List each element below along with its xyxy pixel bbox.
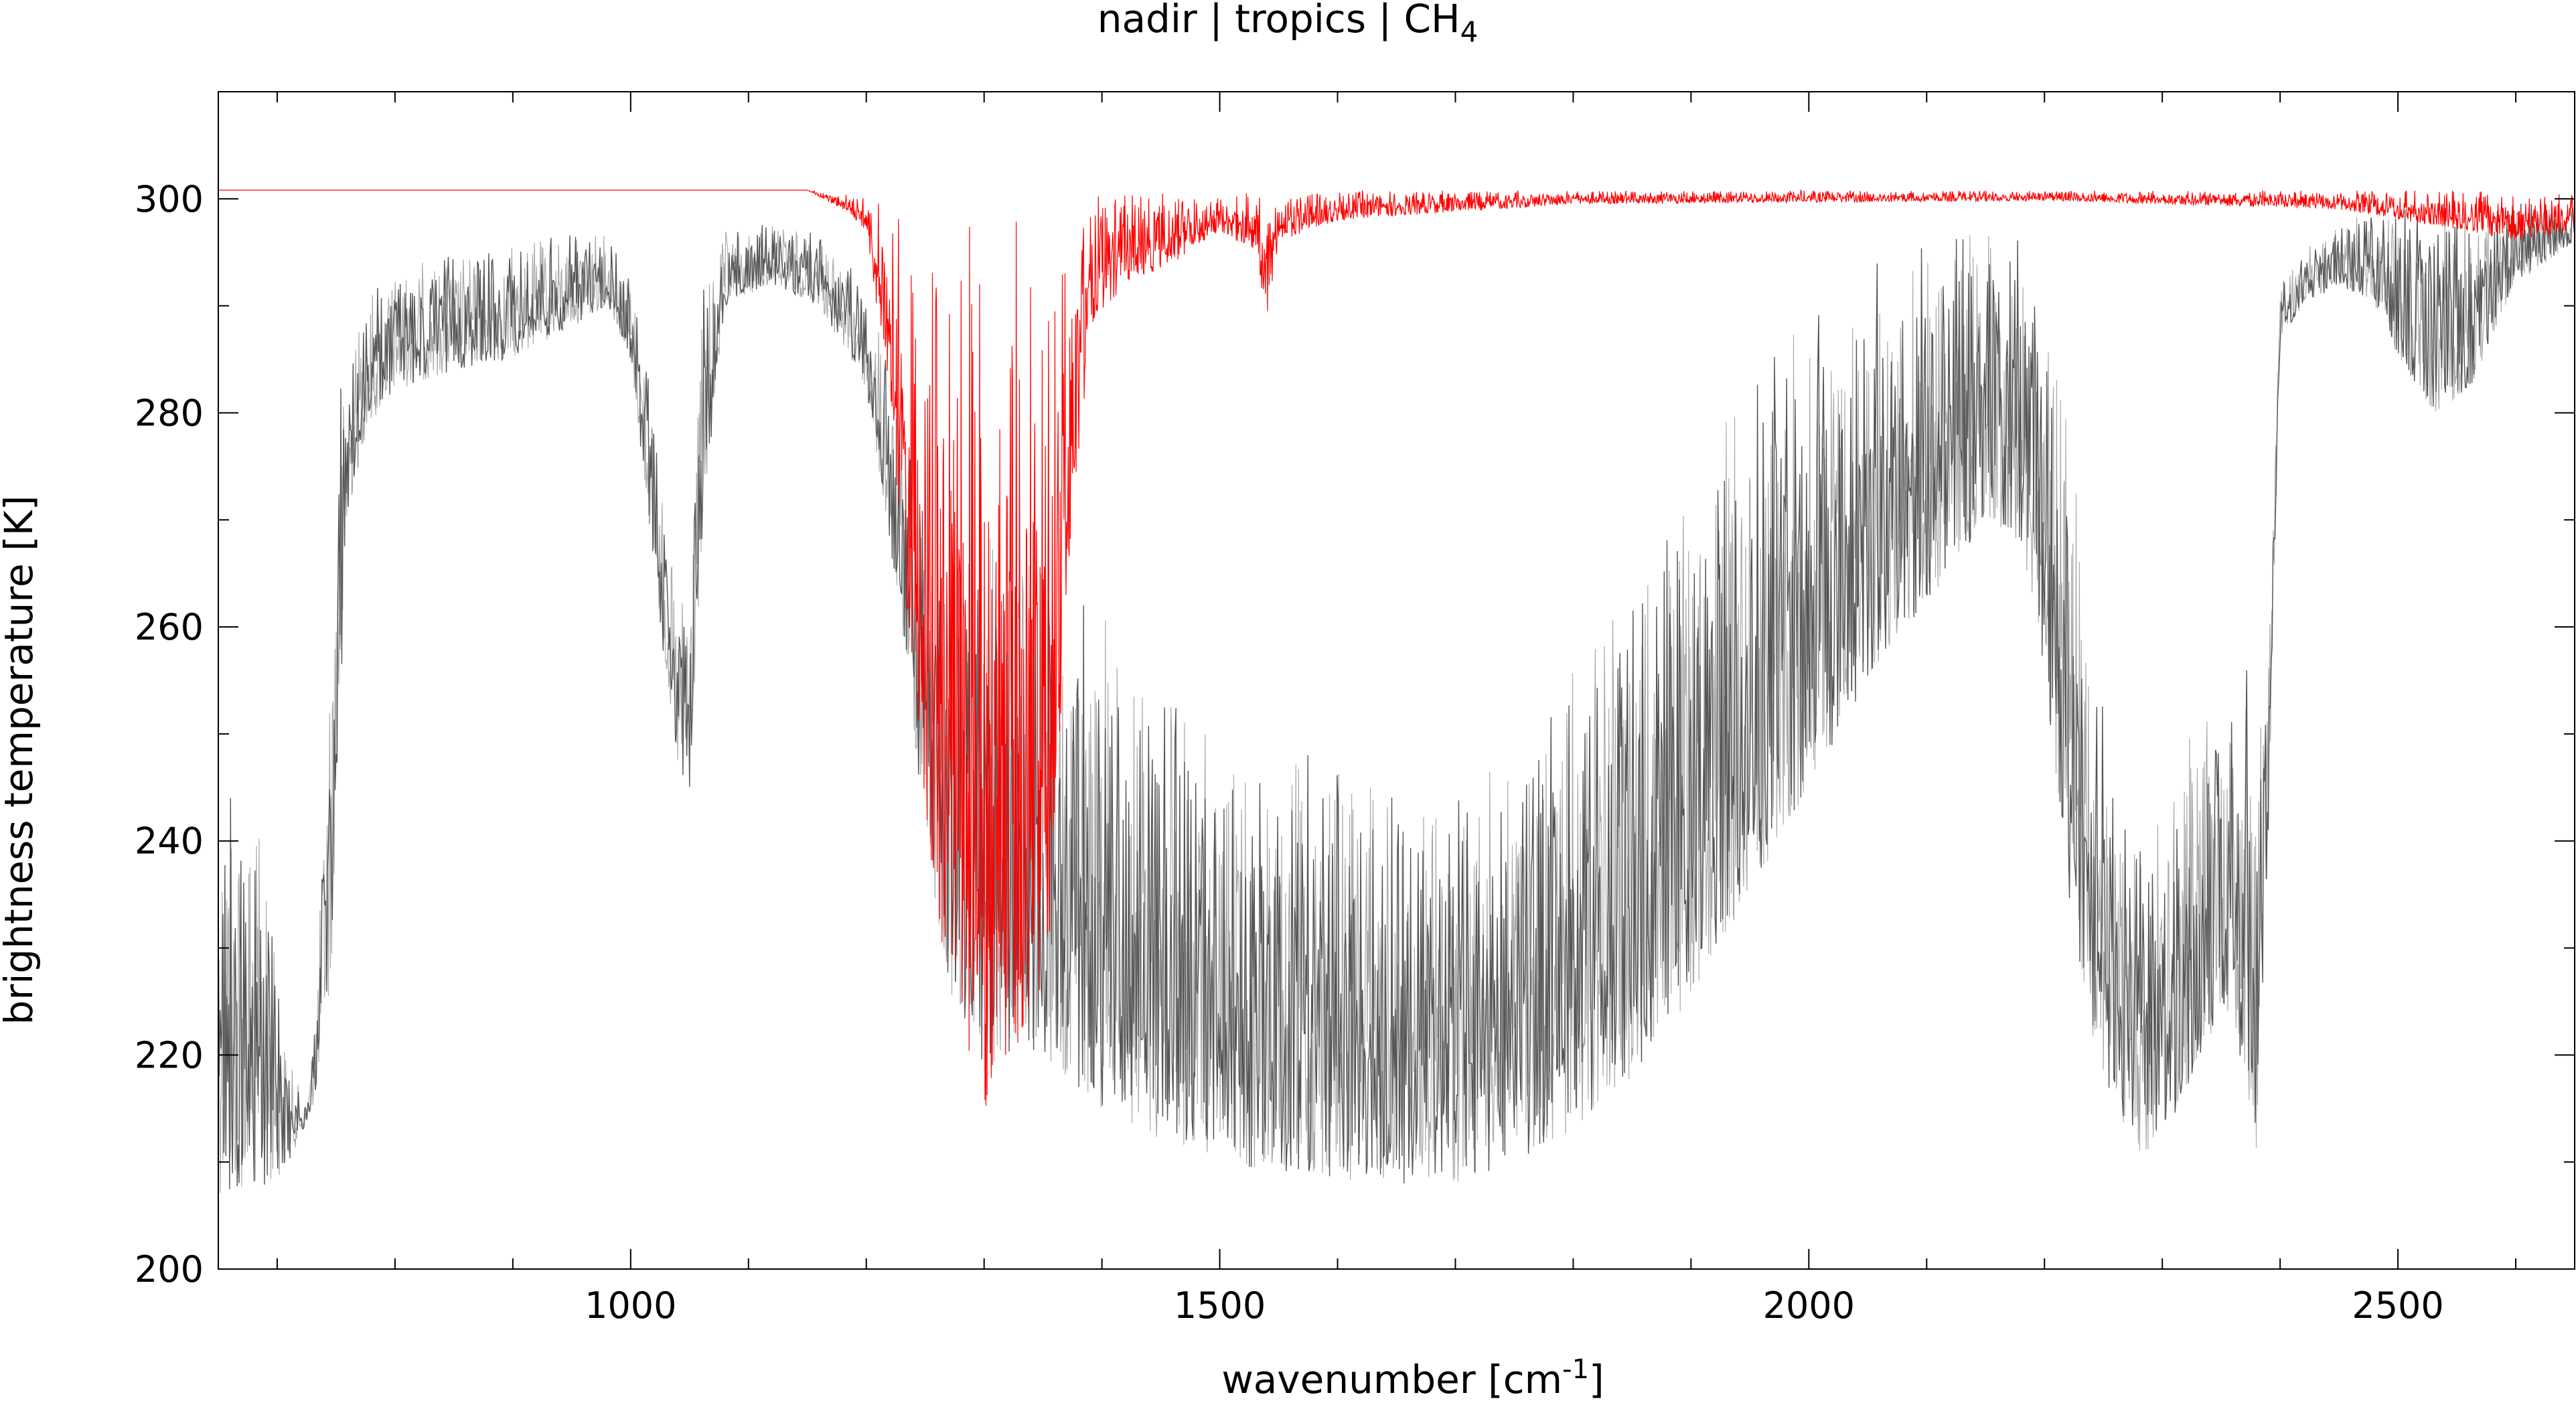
y-axis-title: brightness temperature [K]: [0, 496, 42, 1025]
y-tick-label: 280: [135, 392, 204, 434]
series-line-all-gases-dark: [218, 204, 2575, 1189]
y-tick-label: 240: [135, 820, 204, 863]
y-axis: 200 220 240 260 280 300: [135, 91, 2575, 1290]
chart-title: nadir | tropics | CH4: [1097, 0, 1479, 48]
x-tick-label: 2500: [2352, 1284, 2443, 1327]
x-tick-label: 2000: [1763, 1284, 1855, 1327]
plot-frame: [218, 91, 2575, 1270]
x-tick-label: 1000: [585, 1284, 676, 1327]
x-axis-title: wavenumber [cm-1]: [1221, 1354, 1604, 1402]
x-axis: 1000 1500 2000 2500: [276, 92, 2517, 1327]
plot-area: [218, 189, 2575, 1193]
y-tick-label: 220: [135, 1034, 204, 1076]
y-tick-label: 300: [135, 178, 204, 220]
series-line-ch4: [218, 189, 2575, 1106]
x-tick-label: 1500: [1174, 1284, 1266, 1327]
series-line-all-gases-light: [218, 203, 2575, 1193]
y-tick-label: 200: [135, 1248, 204, 1290]
y-tick-label: 260: [135, 606, 204, 648]
